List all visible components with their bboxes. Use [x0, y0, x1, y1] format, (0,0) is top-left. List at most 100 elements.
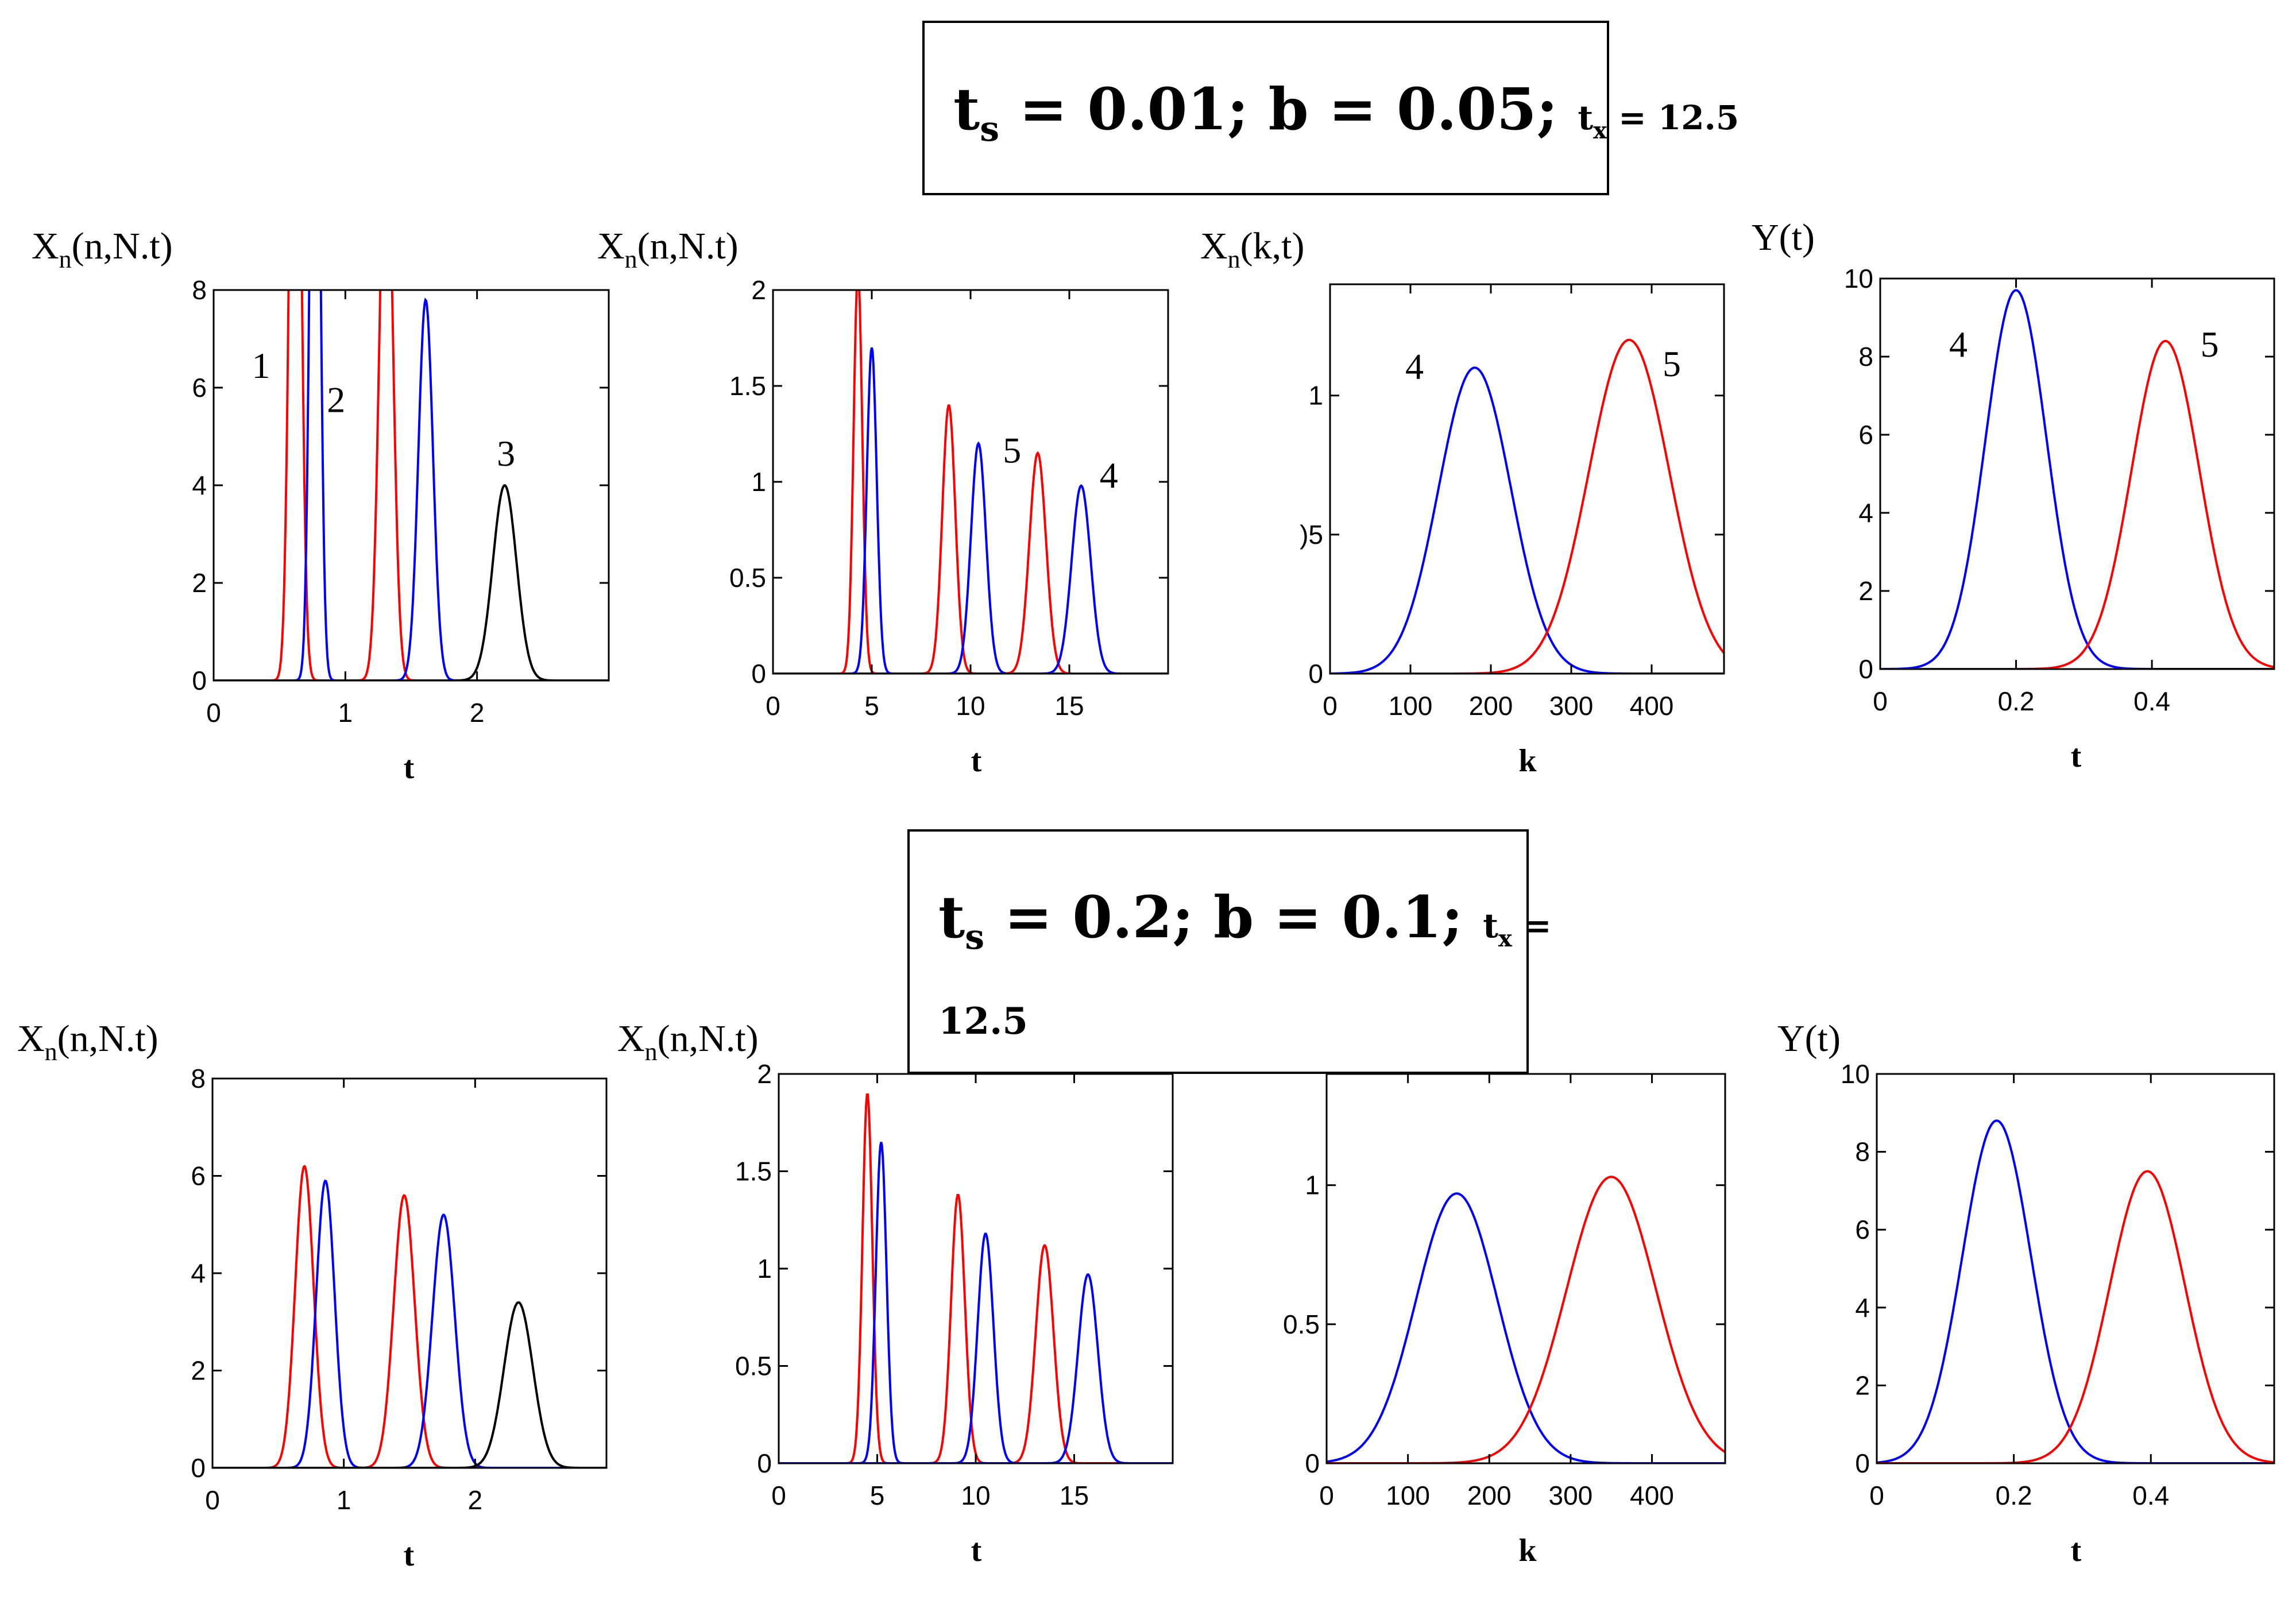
series-line-6 — [773, 484, 1168, 674]
x-tick-label: 300 — [1549, 691, 1594, 721]
y-tick-label: 8 — [192, 275, 207, 305]
y-tick-label: 0 — [757, 1448, 772, 1478]
y-tick-label: 1 — [751, 467, 766, 497]
x-tick-label: 0.2 — [1998, 686, 2035, 716]
y-tick-label: 6 — [1855, 1215, 1870, 1244]
series-group — [212, 1165, 606, 1468]
chart-1: Xn(n,N.t) 0 1 2 0 2 4 6 8 t 1 2 3 — [32, 225, 610, 786]
series-line-2 — [1330, 338, 1724, 674]
y-tick-label: 4 — [191, 1258, 206, 1288]
x-tick-label: 0.2 — [1996, 1481, 2032, 1510]
y-tick-label: 2 — [1858, 576, 1873, 606]
x-tick-label: 10 — [961, 1481, 990, 1510]
series-group — [1330, 338, 1724, 674]
series-line-2 — [1877, 1170, 2274, 1463]
params-top-text: ts = 0.01; b = 0.05; tx = 12.5 — [953, 75, 1739, 149]
x-axis-label: k — [1518, 743, 1537, 779]
y-tick-label: 2 — [1855, 1370, 1870, 1400]
y-tick-label: 0.5 — [1283, 1309, 1320, 1339]
x-axis-label: t — [971, 743, 982, 779]
series-group — [1880, 289, 2274, 669]
y-tick-label: 1 — [1305, 1170, 1320, 1200]
y-tick-label: 8 — [1858, 342, 1873, 372]
y-tick-label: 0 — [1855, 1448, 1870, 1478]
series-line-1 — [214, 290, 609, 681]
chart-3: Xn(k,t) 0 100 200 300 400 0)5 1 k 4 5 — [1200, 225, 1725, 779]
series-line-1 — [1330, 366, 1724, 674]
y-tick-label: 2 — [192, 568, 207, 598]
y-tick-label: 6 — [1858, 420, 1873, 450]
y-axis-label: Xn(k,t) — [1200, 225, 1304, 273]
x-tick-label: 1 — [337, 1485, 351, 1515]
series-line-1 — [212, 1165, 606, 1468]
x-axis-label: t — [971, 1533, 982, 1568]
series-line-2 — [773, 347, 1168, 674]
y-tick-label: 0 — [751, 659, 766, 689]
x-tick-label: 200 — [1469, 691, 1513, 721]
curve-number-label: 4 — [1405, 346, 1424, 387]
series-line-1 — [1877, 1119, 2274, 1463]
plot-frame — [778, 1073, 1174, 1464]
y-tick-label: 0.5 — [735, 1351, 772, 1381]
x-tick-label: 15 — [1054, 691, 1084, 721]
chart-6: Xn(n,N.t) 0 5 10 15 0 0.5 1 1.5 2 t — [617, 1018, 1174, 1568]
y-tick-label: 2 — [191, 1356, 206, 1386]
plot-frame — [1876, 1073, 2275, 1464]
plot-frame — [211, 1077, 608, 1469]
curve-number-label: 5 — [2201, 324, 2219, 365]
chart-2: Xn(n,N.t) 0 5 10 15 0 0.5 1 1.5 2 t 5 4 — [597, 225, 1169, 779]
curve-number-label: 3 — [497, 433, 515, 474]
plot-frame — [1329, 283, 1725, 675]
x-tick-label: 2 — [470, 698, 485, 728]
x-tick-label: 0 — [205, 1485, 220, 1515]
params-bottom-value: 12.5 — [938, 1000, 1028, 1043]
x-tick-label: 0.4 — [2133, 686, 2170, 716]
curve-number-label: 1 — [252, 345, 270, 386]
series-line-2 — [779, 1142, 1173, 1463]
x-tick-label: 400 — [1630, 691, 1674, 721]
y-tick-label: 0 — [1308, 659, 1323, 689]
series-line-4 — [212, 1213, 606, 1468]
curve-number-label: 2 — [327, 380, 345, 420]
y-tick-label: 2 — [751, 275, 766, 305]
chart-4: Y(t) 0 0.2 0.4 0 2 4 6 8 10 t 4 5 — [1752, 217, 2275, 774]
y-tick-label: 4 — [192, 470, 207, 500]
series-line-5 — [212, 1301, 606, 1468]
y-tick-label: 1.5 — [735, 1157, 772, 1186]
y-axis-label: Xn(n,N.t) — [17, 1018, 159, 1066]
series-line-4 — [779, 1232, 1173, 1463]
y-tick-label: 2 — [757, 1059, 772, 1089]
x-tick-label: 10 — [956, 691, 985, 721]
y-tick-label: 6 — [192, 373, 207, 403]
x-axis-label: t — [2071, 739, 2082, 774]
x-tick-label: 1 — [338, 698, 353, 728]
series-group — [779, 1093, 1173, 1463]
x-tick-label: 0 — [766, 691, 780, 721]
series-group — [1327, 1176, 1725, 1463]
x-tick-label: 5 — [870, 1481, 885, 1510]
curve-number-label: 5 — [1003, 430, 1021, 471]
series-line-2 — [1880, 339, 2274, 669]
y-axis-label: Xn(n,N.t) — [617, 1018, 759, 1066]
series-line-1 — [1880, 289, 2274, 669]
series-line-1 — [1327, 1192, 1725, 1463]
y-axis-label: Y(t) — [1777, 1018, 1841, 1060]
y-tick-label: 10 — [1844, 264, 1873, 293]
series-line-5 — [214, 484, 609, 681]
y-tick-label: 10 — [1841, 1059, 1870, 1089]
y-tick-label: 1 — [1308, 381, 1323, 411]
x-tick-label: 2 — [468, 1485, 483, 1515]
series-line-2 — [1327, 1176, 1725, 1463]
chart-5: Xn(n,N.t) 0 1 2 0 2 4 6 8 t — [17, 1018, 608, 1573]
y-tick-label: 0 — [191, 1453, 206, 1483]
series-line-3 — [214, 290, 609, 681]
x-tick-label: 300 — [1549, 1481, 1593, 1510]
curve-number-label: 4 — [1100, 455, 1118, 496]
y-axis-label: Y(t) — [1752, 217, 1815, 258]
x-tick-label: 100 — [1386, 1481, 1430, 1510]
y-tick-label: 0 — [1305, 1448, 1320, 1478]
x-tick-label: 100 — [1389, 691, 1433, 721]
y-tick-label: 0.5 — [729, 563, 766, 593]
y-axis-label: Xn(n,N.t) — [597, 225, 739, 273]
